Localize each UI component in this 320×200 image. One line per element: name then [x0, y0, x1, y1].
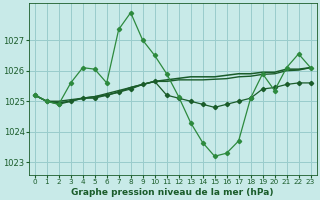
X-axis label: Graphe pression niveau de la mer (hPa): Graphe pression niveau de la mer (hPa)	[71, 188, 274, 197]
